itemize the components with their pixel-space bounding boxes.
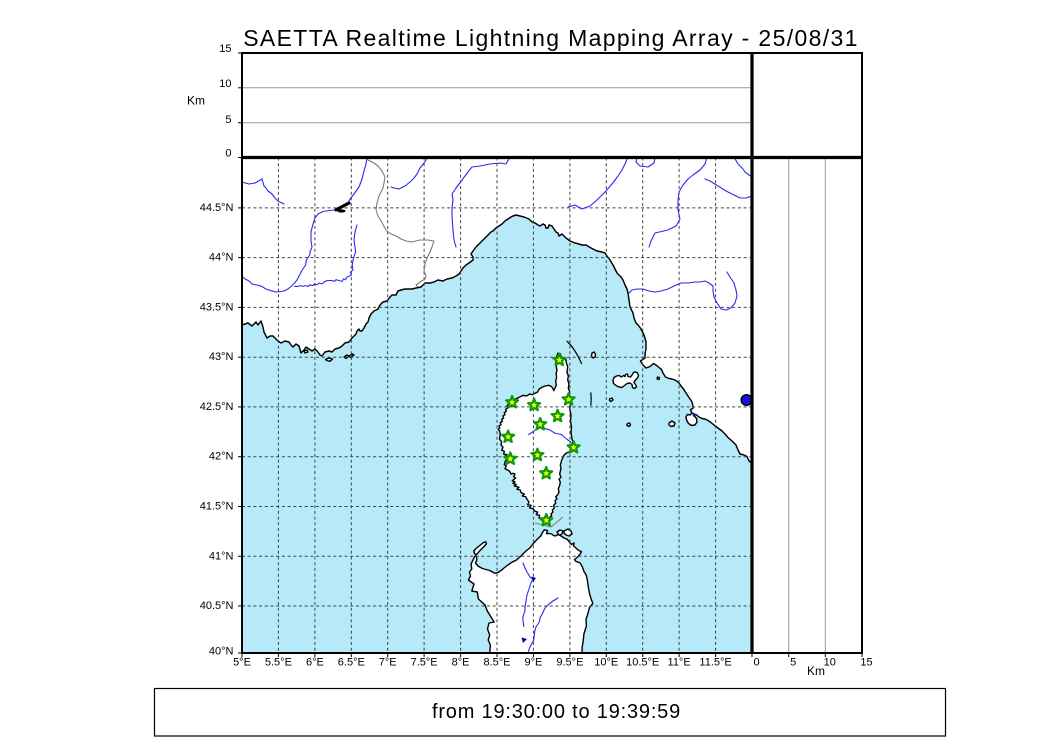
svg-text:42.5°N: 42.5°N xyxy=(200,401,234,413)
svg-text:10°E: 10°E xyxy=(594,657,618,669)
svg-text:11.5°E: 11.5°E xyxy=(699,657,731,669)
svg-text:5°E: 5°E xyxy=(233,657,251,669)
svg-text:10: 10 xyxy=(824,657,836,669)
svg-text:10.5°E: 10.5°E xyxy=(626,657,659,669)
svg-text:15: 15 xyxy=(860,657,872,669)
svg-text:Km: Km xyxy=(807,664,825,678)
svg-text:40.5°N: 40.5°N xyxy=(200,600,234,612)
svg-text:15: 15 xyxy=(219,43,231,55)
svg-text:44°N: 44°N xyxy=(209,252,234,264)
svg-text:42°N: 42°N xyxy=(209,451,234,463)
svg-text:9°E: 9°E xyxy=(524,657,542,669)
svg-text:41°N: 41°N xyxy=(209,550,234,562)
svg-text:6°E: 6°E xyxy=(306,657,324,669)
svg-text:0: 0 xyxy=(225,148,231,160)
svg-text:41.5°N: 41.5°N xyxy=(200,501,234,513)
svg-text:8°E: 8°E xyxy=(452,657,470,669)
svg-text:7.5°E: 7.5°E xyxy=(411,657,438,669)
svg-text:43°N: 43°N xyxy=(209,351,234,363)
svg-text:44.5°N: 44.5°N xyxy=(200,202,234,214)
svg-text:5: 5 xyxy=(225,114,231,126)
svg-text:11°E: 11°E xyxy=(668,657,691,669)
svg-text:7°E: 7°E xyxy=(379,657,397,669)
svg-text:5: 5 xyxy=(790,657,796,669)
svg-text:9.5°E: 9.5°E xyxy=(556,657,583,669)
svg-text:8.5°E: 8.5°E xyxy=(483,657,510,669)
svg-text:Km: Km xyxy=(187,94,205,108)
svg-text:43.5°N: 43.5°N xyxy=(200,301,234,313)
svg-text:from 19:30:00 to 19:39:59: from 19:30:00 to 19:39:59 xyxy=(432,701,681,723)
svg-text:0: 0 xyxy=(753,657,759,669)
svg-text:10: 10 xyxy=(219,78,231,90)
svg-text:SAETTA Realtime Lightning Mapp: SAETTA Realtime Lightning Mapping Array … xyxy=(243,25,859,51)
svg-text:40°N: 40°N xyxy=(209,646,234,658)
svg-text:6.5°E: 6.5°E xyxy=(338,657,365,669)
svg-text:5.5°E: 5.5°E xyxy=(265,657,292,669)
